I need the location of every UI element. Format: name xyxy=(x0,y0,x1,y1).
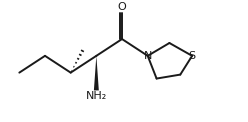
Text: N: N xyxy=(144,51,152,61)
Text: S: S xyxy=(188,51,196,61)
Text: NH₂: NH₂ xyxy=(86,91,107,101)
Polygon shape xyxy=(94,56,99,90)
Text: O: O xyxy=(118,2,126,12)
